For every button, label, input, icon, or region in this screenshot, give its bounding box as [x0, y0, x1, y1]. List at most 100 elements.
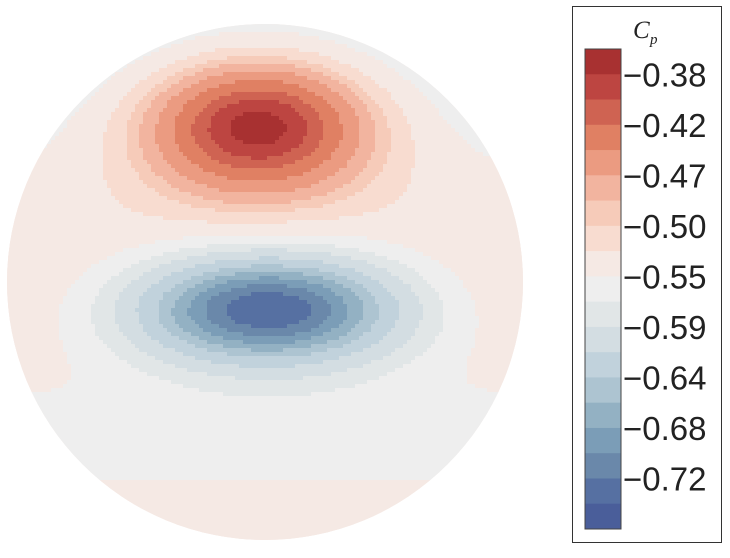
- contour-cell: [167, 104, 184, 109]
- contour-cell: [7, 276, 80, 281]
- contour-cell: [319, 140, 340, 145]
- contour-cell: [175, 284, 196, 289]
- contour-cell: [103, 152, 128, 157]
- contour-cell: [371, 344, 404, 349]
- contour-cell: [59, 324, 96, 329]
- contour-cell: [299, 48, 356, 53]
- contour-cell: [387, 204, 523, 209]
- contour-cell: [111, 76, 148, 81]
- contour-cell: [335, 200, 396, 205]
- contour-cell: [139, 312, 160, 317]
- contour-cell: [115, 300, 140, 305]
- contour-cell: [443, 308, 476, 313]
- contour-cell: [363, 88, 388, 93]
- contour-cell: [119, 296, 140, 301]
- contour-cell: [343, 296, 360, 301]
- contour-cell: [195, 96, 220, 101]
- contour-cell: [339, 324, 356, 329]
- contour-cell: [7, 376, 72, 381]
- contour-cell: [7, 296, 64, 301]
- contour-cell: [7, 48, 108, 53]
- contour-cell: [379, 312, 400, 317]
- contour-cell: [159, 68, 184, 73]
- contour-cell: [7, 284, 72, 289]
- contour-cell: [299, 144, 320, 149]
- contour-cell: [327, 192, 356, 197]
- contour-cell: [59, 132, 104, 137]
- contour-cell: [371, 116, 388, 121]
- contour-cell: [415, 332, 440, 337]
- contour-cell: [207, 308, 228, 313]
- contour-cell: [7, 80, 56, 85]
- contour-cell: [7, 60, 88, 65]
- contour-cell: [155, 136, 176, 141]
- contour-cell: [419, 324, 444, 329]
- contour-cell: [407, 188, 523, 193]
- contour-cell: [99, 88, 132, 93]
- contour-cell: [135, 344, 164, 349]
- contour-cell: [279, 256, 352, 261]
- contour-cell: [155, 140, 176, 145]
- contour-cell: [151, 164, 172, 169]
- contour-cell: [139, 348, 176, 353]
- contour-cell: [391, 272, 420, 277]
- contour-cell: [203, 108, 220, 113]
- contour-cell: [219, 292, 252, 297]
- colorbar-title: C: [633, 17, 650, 44]
- contour-cell: [299, 96, 324, 101]
- contour-cell: [139, 80, 164, 85]
- contour-cell: [7, 232, 523, 237]
- contour-cell: [99, 52, 152, 57]
- contour-cell: [395, 100, 432, 105]
- contour-cell: [219, 268, 320, 273]
- contour-cell: [215, 172, 304, 177]
- contour-cell: [235, 376, 304, 381]
- contour-cell: [123, 96, 144, 101]
- contour-cell: [7, 176, 104, 181]
- contour-cell: [47, 144, 104, 149]
- contour-cell: [7, 216, 164, 221]
- contour-cell: [175, 132, 192, 137]
- contour-cell: [403, 108, 440, 113]
- contour-cell: [339, 336, 360, 341]
- contour-cell: [7, 360, 68, 365]
- contour-cell: [431, 256, 523, 261]
- contour-cell: [443, 312, 476, 317]
- contour-cell: [323, 320, 344, 325]
- contour-cell: [363, 168, 384, 173]
- contour-cell: [151, 284, 176, 289]
- contour-cell: [167, 100, 188, 105]
- contour-cell: [251, 348, 284, 353]
- contour-cell: [175, 72, 196, 77]
- contour-cell: [207, 300, 232, 305]
- contour-cell: [7, 320, 60, 325]
- contour-cell: [391, 96, 428, 101]
- contour-cell: [423, 56, 523, 61]
- contour-cell: [7, 424, 523, 429]
- contour-cell: [143, 180, 168, 185]
- contour-cell: [375, 140, 392, 145]
- contour-cell: [475, 328, 523, 333]
- contour-cell: [195, 180, 320, 185]
- contour-cell: [95, 332, 124, 337]
- contour-cell: [163, 176, 188, 181]
- contour-cell: [207, 340, 244, 345]
- contour-cell: [335, 40, 396, 45]
- contour-cell: [347, 312, 364, 317]
- contour-cell: [367, 160, 388, 165]
- contour-cell: [307, 88, 332, 93]
- contour-cell: [323, 296, 344, 301]
- contour-cell: [347, 368, 396, 373]
- contour-cell: [151, 100, 168, 105]
- contour-cell: [167, 160, 192, 165]
- colorbar-tick-label: −0.50: [623, 208, 707, 245]
- contour-cell: [383, 108, 404, 113]
- contour-cell: [227, 176, 288, 181]
- contour-cell: [211, 132, 232, 137]
- contour-cell: [7, 112, 76, 117]
- contour-cell: [123, 248, 180, 253]
- contour-cell: [431, 284, 464, 289]
- contour-cell: [183, 108, 204, 113]
- contour-cell: [423, 316, 444, 321]
- colorbar-tick-label: −0.64: [623, 359, 707, 396]
